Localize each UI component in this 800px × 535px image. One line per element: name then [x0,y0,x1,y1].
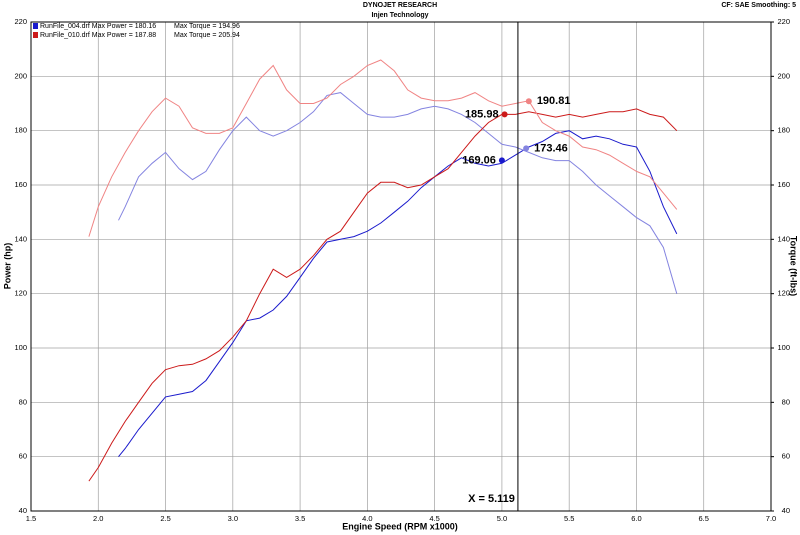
y2-axis-title: Torque (ft-lbs) [789,236,799,296]
cursor-value: 185.98 [465,108,499,120]
y2-tick-label: 180 [777,126,790,135]
x-tick-label: 2.0 [93,514,103,523]
cursor-label: X = 5.119 [468,493,515,505]
cursor-value: 173.46 [534,142,568,154]
x-tick-label: 7.0 [766,514,776,523]
y2-tick-label: 40 [782,506,790,515]
x-tick-label: 1.5 [26,514,36,523]
x-tick-label: 4.0 [362,514,372,523]
y2-tick-label: 100 [777,343,790,352]
cursor-point [498,157,505,164]
plot-area [31,22,771,511]
y-tick-label: 200 [14,71,27,80]
x-tick-label: 6.0 [631,514,641,523]
x-tick-label: 3.0 [228,514,238,523]
x-tick-label: 3.5 [295,514,305,523]
cursor-point [501,111,508,118]
series-line [118,92,678,294]
y-axis-title: Power (hp) [2,243,12,290]
y-tick-label: 180 [14,126,27,135]
cursor-point [525,98,532,105]
chart-title: DYNOJET RESEARCH [363,2,437,9]
y-tick-label: 60 [19,452,27,461]
series-line [88,59,678,237]
y-tick-label: 160 [14,180,27,189]
x-tick-label: 5.5 [564,514,574,523]
y-tick-label: 140 [14,234,27,243]
y-tick-label: 80 [19,397,27,406]
cursor-value: 169.06 [462,154,496,166]
y2-tick-label: 160 [777,180,790,189]
y-tick-label: 120 [14,289,27,298]
legend-label: RunFile_004.drf Max Power = 180.16 [40,23,156,30]
cursor-point [523,145,530,152]
y-tick-label: 100 [14,343,27,352]
x-tick-label: 2.5 [160,514,170,523]
legend-swatch [33,32,38,38]
legend-label: Max Torque = 205.94 [174,32,240,39]
series-line [88,108,678,482]
plot-border [30,21,772,512]
legend-swatch [33,23,38,29]
legend-label: Max Torque = 194.96 [174,23,240,30]
y2-tick-label: 220 [777,17,790,26]
y2-tick-label: 140 [777,234,790,243]
y-tick-label: 40 [19,506,27,515]
x-tick-label: 4.5 [429,514,439,523]
cursor-value: 190.81 [537,95,571,107]
series-line [118,130,678,458]
legend-label: RunFile_010.drf Max Power = 187.88 [40,32,156,39]
x-axis-title: Engine Speed (RPM x1000) [342,521,458,531]
y2-tick-label: 200 [777,71,790,80]
corner-note: CF: SAE Smoothing: 5 [721,2,796,9]
y2-tick-label: 80 [782,397,790,406]
y-tick-label: 220 [14,17,27,26]
chart-subtitle: Injen Technology [371,12,428,19]
y2-tick-label: 60 [782,452,790,461]
x-tick-label: 6.5 [699,514,709,523]
y2-tick-label: 120 [777,289,790,298]
x-tick-label: 5.0 [497,514,507,523]
